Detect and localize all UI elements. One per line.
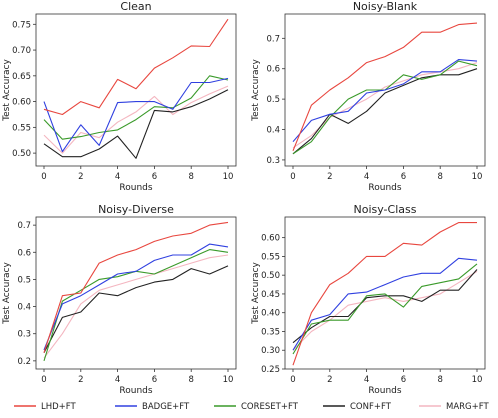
series-line-lhd-ft (292, 222, 477, 366)
y-axis-label: Test Accuracy (2, 261, 12, 324)
series-line-lhd-ft (43, 18, 229, 116)
x-tick-label: 2 (78, 375, 83, 385)
chart-panel-4: Noisy-Class 0 2 4 6 8 10 0.25 0.30 0.35 0.40 0.45 0.… (251, 203, 486, 396)
y-tick-label: 0.4 (17, 303, 31, 313)
legend-label: MARG+FT (446, 402, 490, 412)
chart-panel-1: Clean 0 2 4 6 8 10 0.50 0.55 0.60 0.65 0.70 0.75 Roun… (2, 0, 237, 193)
x-tick-label: 0 (290, 172, 295, 182)
x-tick-label: 8 (188, 172, 193, 182)
series-line-marg-ft (43, 85, 229, 154)
x-tick-label: 8 (437, 375, 442, 385)
series-line-conf-ft (292, 269, 478, 344)
x-tick-label: 4 (364, 172, 369, 182)
chart-panel-3: Noisy-Diverse 0 2 4 6 8 10 0.2 0.3 0.4 0.5 0.6 0.7 Ro… (2, 203, 237, 396)
legend-label: CORESET+FT (241, 402, 299, 412)
x-tick-label: 2 (327, 375, 332, 385)
legend: LHD+FT BADGE+FT CORESET+FT CONF+FT MARG+FT (14, 402, 490, 412)
x-tick-label: 10 (472, 172, 483, 182)
chart-title: Clean (120, 0, 151, 13)
plot-frame (35, 216, 237, 370)
series-line-badge-ft (292, 257, 478, 351)
y-tick-label: 0.75 (12, 20, 31, 30)
y-tick-label: 0.4 (266, 126, 280, 136)
x-tick-label: 8 (188, 375, 193, 385)
chart-panel-2: Noisy-Blank 0 2 4 6 8 10 0.3 0.4 0.5 0.6 0.7 Rounds T… (251, 0, 486, 193)
y-tick-label: 0.2 (17, 357, 31, 367)
y-axis-label: Test Accuracy (2, 58, 12, 121)
x-tick-label: 4 (115, 375, 120, 385)
x-tick-label: 4 (115, 172, 120, 182)
series-line-lhd-ft (292, 22, 478, 152)
x-tick-label: 6 (152, 375, 157, 385)
x-tick-label: 2 (327, 172, 332, 182)
legend-label: LHD+FT (41, 402, 77, 412)
x-tick-label: 6 (401, 172, 406, 182)
x-axis-label: Rounds (119, 386, 152, 396)
y-tick-label: 0.35 (261, 327, 280, 337)
y-tick-label: 0.7 (266, 34, 280, 44)
series-line-coreset-ft (292, 263, 478, 355)
y-axis-label: Test Accuracy (251, 58, 261, 121)
y-tick-label: 0.25 (261, 365, 280, 375)
y-tick-label: 0.5 (266, 95, 280, 105)
x-tick-label: 10 (223, 375, 234, 385)
chart-title: Noisy-Diverse (98, 203, 174, 216)
series-line-coreset-ft (43, 75, 229, 140)
plot-frame (284, 216, 486, 370)
y-tick-label: 0.50 (261, 271, 280, 281)
y-axis-label: Test Accuracy (251, 261, 261, 324)
series-line-marg-ft (292, 270, 478, 351)
y-tick-label: 0.6 (266, 65, 280, 75)
series-line-coreset-ft (43, 249, 229, 362)
x-tick-label: 10 (472, 375, 483, 385)
x-tick-label: 0 (41, 375, 46, 385)
series-line-lhd-ft (43, 221, 229, 353)
x-tick-label: 6 (401, 375, 406, 385)
y-tick-label: 0.60 (261, 234, 280, 244)
series-line-conf-ft (43, 265, 229, 353)
y-tick-label: 0.65 (12, 72, 31, 82)
series-line-marg-ft (292, 62, 478, 149)
y-tick-label: 0.50 (12, 149, 31, 159)
x-axis-label: Rounds (119, 183, 152, 193)
x-tick-label: 4 (364, 375, 369, 385)
series-line-conf-ft (43, 89, 229, 159)
x-tick-label: 0 (41, 172, 46, 182)
y-tick-label: 0.7 (17, 221, 31, 231)
plot-frame (284, 13, 486, 167)
series-line-badge-ft (292, 59, 478, 143)
series-line-badge-ft (43, 243, 229, 351)
x-tick-label: 2 (78, 172, 83, 182)
y-tick-label: 0.60 (12, 98, 31, 108)
legend-label: CONF+FT (350, 402, 392, 412)
series-line-badge-ft (43, 77, 229, 153)
series-line-marg-ft (43, 254, 229, 359)
chart-title: Noisy-Class (354, 203, 417, 216)
x-tick-label: 6 (152, 172, 157, 182)
plot-frame (35, 13, 237, 167)
y-tick-label: 0.45 (261, 290, 280, 300)
y-tick-label: 0.6 (17, 248, 31, 258)
y-tick-label: 0.30 (261, 346, 280, 356)
y-tick-label: 0.55 (12, 123, 31, 133)
y-tick-label: 0.40 (261, 309, 280, 319)
chart-title: Noisy-Blank (353, 0, 418, 13)
series-line-conf-ft (292, 68, 478, 155)
x-axis-label: Rounds (368, 386, 401, 396)
x-tick-label: 0 (290, 375, 295, 385)
y-tick-label: 0.3 (266, 156, 280, 166)
legend-label: BADGE+FT (142, 402, 190, 412)
y-tick-label: 0.55 (261, 252, 280, 262)
x-tick-label: 8 (437, 172, 442, 182)
y-tick-label: 0.3 (17, 330, 31, 340)
x-tick-label: 10 (223, 172, 234, 182)
y-tick-label: 0.70 (12, 46, 31, 56)
x-axis-label: Rounds (368, 183, 401, 193)
y-tick-label: 0.5 (17, 275, 31, 285)
